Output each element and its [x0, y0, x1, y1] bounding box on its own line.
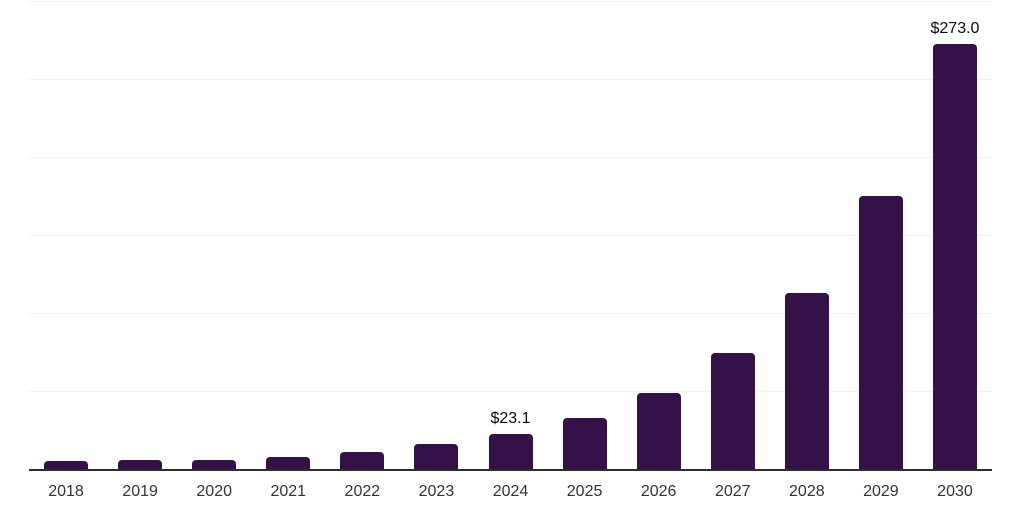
x-axis-line — [29, 469, 992, 471]
bar-column-2026 — [622, 2, 696, 470]
x-tick-label-2018: 2018 — [48, 483, 84, 500]
value-label-2024: $23.1 — [490, 409, 531, 427]
x-tick-label-2027: 2027 — [714, 483, 751, 500]
bar-column-2027 — [696, 2, 770, 470]
bar-column-2024: $23.1 — [473, 2, 547, 470]
gridline-150 — [29, 235, 992, 236]
bar-2027 — [710, 353, 755, 470]
bar-column-2018 — [29, 2, 103, 470]
gridline-250 — [29, 79, 992, 80]
x-tick-label-2023: 2023 — [418, 483, 455, 500]
gridline-100 — [29, 313, 992, 315]
x-tick-label-2019: 2019 — [122, 483, 158, 500]
x-tick-label-2029: 2029 — [863, 483, 899, 500]
bar-2029 — [858, 196, 903, 470]
bar-2019 — [118, 460, 163, 470]
x-tick-label-2028: 2028 — [789, 483, 825, 500]
bar-2020 — [192, 459, 237, 470]
plot-area: $23.1 $273.0 — [29, 1, 992, 471]
x-tick-label-2020: 2020 — [196, 483, 232, 500]
bar-2030 — [932, 44, 977, 470]
x-tick-label-2030: 2030 — [937, 483, 973, 500]
gridline-50 — [29, 391, 992, 393]
x-tick-label-2025: 2025 — [566, 483, 603, 500]
x-tick-label-2026: 2026 — [640, 483, 677, 500]
bar-2018 — [44, 460, 89, 470]
bar-series: $23.1 $273.0 — [29, 2, 992, 470]
bar-column-2022 — [325, 2, 399, 470]
bar-column-2025 — [548, 2, 622, 470]
bar-column-2030: $273.0 — [918, 2, 992, 470]
bar-2025 — [562, 418, 607, 470]
x-tick-label-2021: 2021 — [270, 483, 307, 500]
bar-2026 — [636, 393, 681, 470]
x-axis-labels: 2018 2019 2020 2021 2022 2023 2024 2025 2026 2027… — [29, 482, 992, 502]
value-label-2030: $273.0 — [930, 20, 980, 38]
bar-column-2028 — [770, 2, 844, 470]
bar-column-2023 — [399, 2, 473, 470]
bar-column-2019 — [103, 2, 177, 470]
bar-2028 — [784, 293, 829, 470]
gridline-300 — [29, 1, 992, 2]
x-tick-label-2022: 2022 — [344, 483, 381, 500]
bar-column-2020 — [177, 2, 251, 470]
bar-2022 — [340, 452, 385, 470]
bar-column-2021 — [251, 2, 325, 470]
bar-2023 — [414, 443, 459, 470]
bar-2021 — [266, 457, 311, 470]
x-tick-label-2024: 2024 — [492, 483, 529, 500]
bar-2024 — [488, 433, 533, 470]
gridline-200 — [29, 157, 992, 159]
bar-column-2029 — [844, 2, 918, 470]
